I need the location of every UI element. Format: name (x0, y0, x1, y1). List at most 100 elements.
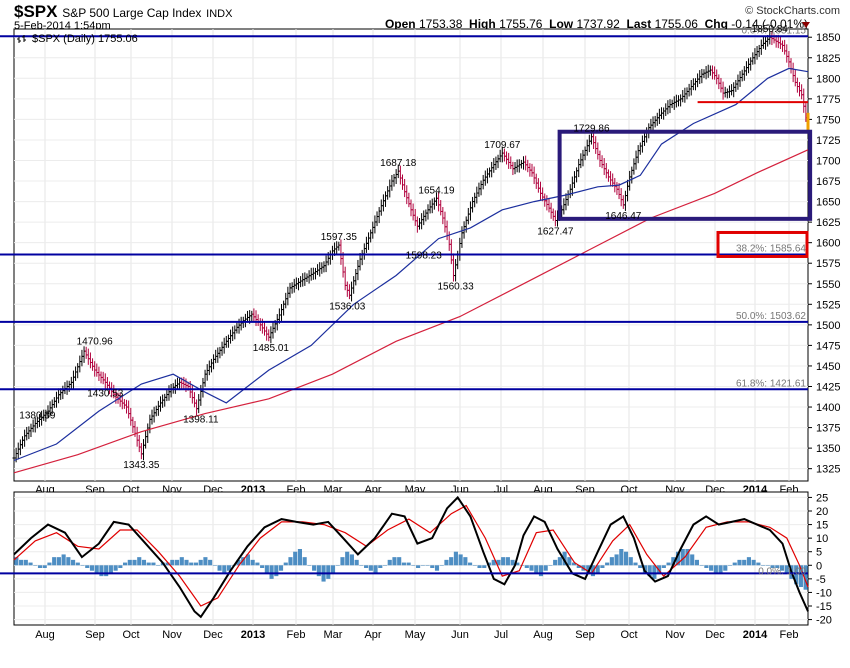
histogram-bar (307, 565, 312, 566)
histogram-bar (19, 559, 24, 566)
price-annotation: 1343.35 (123, 460, 160, 471)
histogram-bar (264, 565, 269, 574)
histogram-bar (718, 565, 723, 574)
red-highlight-box (716, 230, 809, 258)
histogram-bar (704, 565, 709, 568)
price-annotation: 1709.67 (484, 140, 521, 151)
price-ytick-label: 1525 (816, 299, 840, 311)
histogram-bar (482, 565, 487, 568)
histogram-bar (312, 565, 317, 571)
open-label: Open (384, 17, 416, 31)
price-annotation: 1398.11 (183, 415, 219, 426)
histogram-bar (746, 557, 751, 566)
histogram-bar (127, 559, 132, 566)
price-ytick-label: 1725 (816, 135, 840, 147)
price-ytick-label: 1600 (816, 238, 840, 250)
price-ytick-label: 1425 (816, 381, 840, 393)
legend: $SPX (Daily) 1755.06 (17, 33, 138, 45)
histogram-bar (302, 557, 307, 566)
histogram-bar (694, 559, 699, 566)
price-ytick-label: 1850 (816, 32, 840, 44)
histogram-bar (23, 559, 28, 566)
open-value: 1753.38 (418, 17, 463, 31)
histogram-bar (193, 562, 199, 566)
down-arrow-icon (802, 22, 810, 28)
macd-xtick-label: Aug (533, 629, 553, 641)
histogram-bar (751, 559, 756, 566)
histogram-bar (349, 554, 354, 566)
macd-xtick-label: Dec (705, 629, 725, 641)
histogram-bar (430, 565, 435, 568)
histogram-bar (727, 565, 733, 566)
histogram-bar (236, 559, 241, 566)
macd-xtick-label: 2014 (743, 629, 768, 641)
histogram-bar (605, 562, 610, 566)
histogram-bar (775, 565, 780, 568)
histogram-bar (184, 559, 189, 566)
histogram-bar (146, 562, 151, 566)
macd-xtick-label: Jun (451, 629, 469, 641)
histogram-bar (548, 565, 553, 566)
price-annotation: 1646.47 (605, 211, 642, 222)
histogram-bar (14, 557, 19, 566)
histogram-bar (699, 565, 704, 566)
price-annotation: 1850.84 (752, 24, 789, 35)
histogram-bar (425, 565, 430, 566)
macd-xtick-label: Jul (494, 629, 508, 641)
histogram-bar (165, 562, 170, 566)
histogram-bar (293, 551, 298, 566)
histogram-bar (505, 557, 510, 566)
histogram-bar (382, 565, 388, 566)
histogram-bar (71, 559, 76, 566)
histogram-bar (491, 559, 496, 566)
histogram-bar (406, 562, 411, 566)
histogram-bar (723, 565, 728, 571)
price-annotation: 1597.35 (321, 232, 358, 243)
histogram-bar (52, 557, 57, 566)
histogram-bar (794, 565, 799, 585)
histogram-bar (798, 565, 803, 587)
macd-ytick-label: -10 (816, 587, 832, 599)
macd-ytick-label: -15 (816, 601, 832, 613)
histogram-bar (141, 559, 147, 566)
histogram-bar (156, 565, 161, 566)
histogram-bar (661, 565, 666, 568)
histogram-bar (501, 557, 506, 566)
histogram-bar (477, 565, 482, 568)
histogram-bar (179, 557, 184, 566)
price-annotation: 1470.96 (77, 337, 114, 348)
histogram-bar (123, 562, 128, 566)
histogram-bar (468, 562, 473, 566)
macd-ytick-label: 25 (816, 492, 828, 504)
histogram-bar (198, 559, 203, 566)
histogram-bar (543, 565, 548, 571)
last-bar-marker (806, 112, 810, 131)
histogram-bar (496, 559, 501, 566)
histogram-bar (99, 565, 104, 577)
index-name: S&P 500 Large Cap Index (62, 6, 202, 20)
histogram-bar (680, 549, 685, 566)
histogram-bar (709, 565, 714, 571)
histogram-bar (458, 554, 463, 566)
price-annotation: 1536.03 (329, 301, 366, 312)
histogram-bar (354, 559, 359, 566)
high-value: 1755.76 (499, 17, 543, 31)
histogram-bar (260, 565, 265, 568)
histogram-bar (411, 565, 416, 566)
histogram-bar (212, 565, 217, 566)
histogram-bar (330, 565, 336, 574)
macd-xtick-label: Nov (162, 629, 182, 641)
price-annotation: 1729.86 (573, 124, 610, 135)
histogram-bar (226, 565, 232, 571)
histogram-bar (245, 554, 251, 566)
histogram-bar (359, 565, 364, 566)
price-annotation: 1654.19 (418, 185, 455, 196)
histogram-bar (515, 562, 520, 566)
histogram-bar (203, 557, 208, 566)
macd-line (13, 495, 809, 619)
macd-xtick-label: Nov (665, 629, 685, 641)
macd-xtick-label: May (405, 629, 426, 641)
price-ytick-label: 1775 (816, 94, 840, 106)
histogram-bar (274, 565, 279, 577)
price-annotation: 1598.23 (406, 250, 443, 261)
